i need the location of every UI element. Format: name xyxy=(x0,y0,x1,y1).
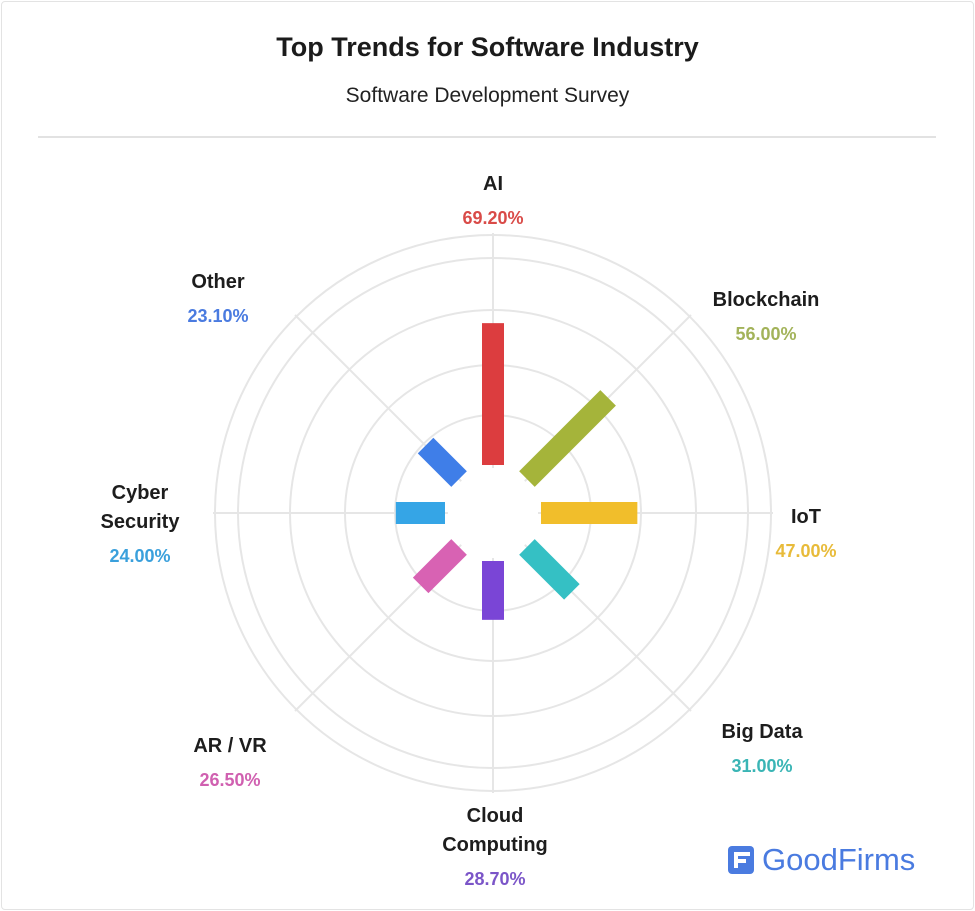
chart-title: Top Trends for Software Industry xyxy=(276,32,699,62)
category-label: AI xyxy=(483,173,503,195)
bar-group xyxy=(395,502,445,524)
bar-group xyxy=(412,539,467,594)
category-label: IoT xyxy=(791,506,821,528)
chart-subtitle: Software Development Survey xyxy=(345,84,630,107)
category-label: Blockchain xyxy=(713,289,820,311)
category-label: Security xyxy=(101,511,181,533)
bar-iot xyxy=(541,502,638,524)
value-label: 31.00% xyxy=(731,756,792,776)
category-label: Computing xyxy=(442,834,548,856)
bar-group xyxy=(541,502,638,524)
value-label: 23.10% xyxy=(187,306,248,326)
bar-blockchain xyxy=(519,390,616,487)
bar-group xyxy=(482,561,504,620)
bar-ai xyxy=(482,323,504,465)
bar-other xyxy=(417,437,467,487)
bar-cyber-security xyxy=(395,502,445,524)
value-label: 56.00% xyxy=(735,324,796,344)
bar-big-data xyxy=(519,539,580,600)
category-label: AR / VR xyxy=(193,735,267,757)
category-label: Cloud xyxy=(467,805,524,827)
category-label: Other xyxy=(191,271,245,293)
value-label: 47.00% xyxy=(775,541,836,561)
goodfirms-logo-icon xyxy=(728,846,754,874)
bar-ar-vr xyxy=(412,539,467,594)
goodfirms-logo-text: GoodFirms xyxy=(762,842,916,877)
bar-group xyxy=(482,323,504,465)
bar-cloud-computing xyxy=(482,561,504,620)
value-label: 26.50% xyxy=(199,770,260,790)
bar-group xyxy=(519,539,580,600)
category-label: Big Data xyxy=(721,721,803,743)
bar-group xyxy=(519,390,616,487)
value-label: 28.70% xyxy=(464,869,525,889)
value-label: 69.20% xyxy=(462,208,523,228)
center-hole xyxy=(449,469,537,557)
category-label: Cyber xyxy=(112,482,169,504)
goodfirms-logo: GoodFirms xyxy=(728,842,915,878)
title-divider xyxy=(38,136,936,138)
value-label: 24.00% xyxy=(109,546,170,566)
bar-group xyxy=(417,437,467,487)
